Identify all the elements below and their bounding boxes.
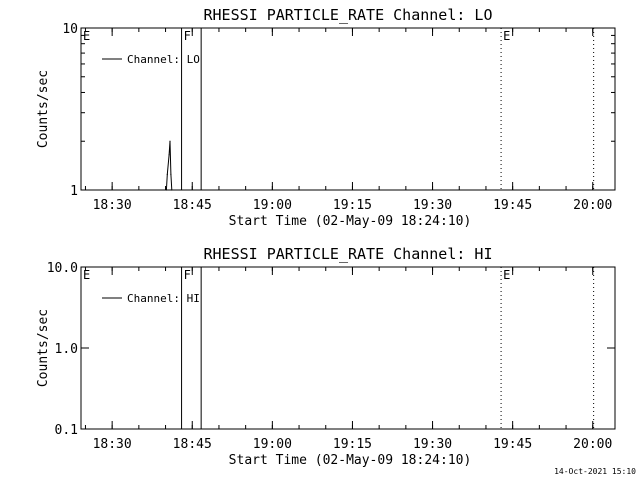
panel-2-event-marker-label: E <box>503 268 510 282</box>
panel-2-x-tick-label: 19:00 <box>253 437 292 452</box>
panel-2-x-tick-label: 19:45 <box>493 437 532 452</box>
panel-2-chart-title: RHESSI PARTICLE_RATE Channel: HI <box>204 245 493 263</box>
panel-1-y-axis-label: Counts/sec <box>36 70 51 148</box>
panel-1-event-marker-label: F <box>184 29 191 43</box>
panel-2-event-marker-label: F <box>184 268 191 282</box>
panel-1-y-tick-label: 10 <box>62 22 78 37</box>
panel-2-x-axis-label: Start Time (02-May-09 18:24:10) <box>229 453 472 468</box>
panel-1-chart-title: RHESSI PARTICLE_RATE Channel: LO <box>204 6 493 24</box>
panel-1-x-axis-label: Start Time (02-May-09 18:24:10) <box>229 214 472 229</box>
panel-1-event-marker-label: E <box>83 29 90 43</box>
panel-1-x-tick-label: 19:30 <box>413 198 452 213</box>
panel-2-y-tick-label: 10.0 <box>47 261 78 276</box>
panel-1-data-point <box>171 189 173 191</box>
panel-1-event-marker-label: E <box>503 29 510 43</box>
panel-1-legend-label: Channel: LO <box>127 53 200 66</box>
panel-2-legend-label: Channel: HI <box>127 292 200 305</box>
panel-2-x-tick-label: 18:45 <box>173 437 212 452</box>
footer-timestamp: 14-Oct-2021 15:10 <box>554 467 636 476</box>
panel-2-x-tick-label: 19:30 <box>413 437 452 452</box>
panel-1-series-line <box>165 141 173 191</box>
panel-1-data-point <box>169 140 171 142</box>
panel-2-x-tick-label: 18:30 <box>93 437 132 452</box>
panel-2-y-tick-label: 1.0 <box>55 342 78 357</box>
panel-1-data-point <box>166 173 168 175</box>
panel-2-event-marker-label: E <box>83 268 90 282</box>
panel-1-x-tick-label: 18:30 <box>93 198 132 213</box>
panel-1-x-tick-label: 19:00 <box>253 198 292 213</box>
panel-2-x-tick-label: 19:15 <box>333 437 372 452</box>
panel-1-x-tick-label: 18:45 <box>173 198 212 213</box>
panel-1-x-tick-label: 19:45 <box>493 198 532 213</box>
panel-1-y-tick-label: 1 <box>70 184 78 199</box>
panel-1-x-tick-label: 19:15 <box>333 198 372 213</box>
panel-2-y-axis-label: Counts/sec <box>36 309 51 387</box>
panel-1-data-point <box>168 154 170 156</box>
panel-1-data-point <box>170 173 172 175</box>
panel-2-x-tick-label: 20:00 <box>573 437 612 452</box>
panel-1-x-tick-label: 20:00 <box>573 198 612 213</box>
panel-1-data-point <box>165 189 168 191</box>
panel-2-y-tick-label: 0.1 <box>55 423 78 438</box>
